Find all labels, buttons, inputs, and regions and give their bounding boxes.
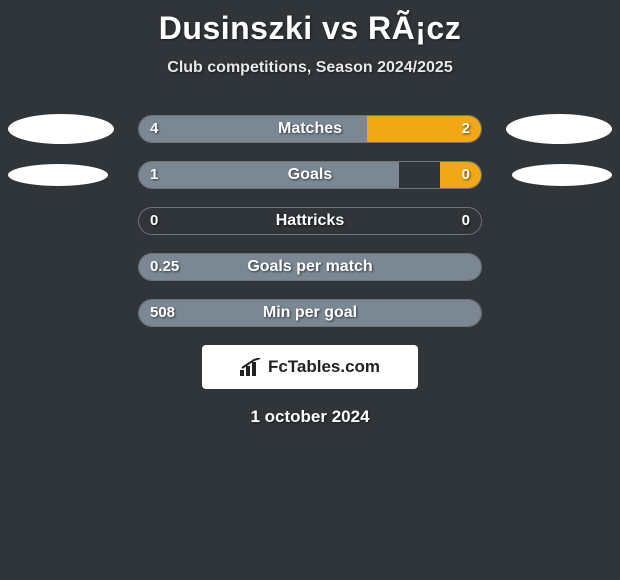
logo-text: FcTables.com — [268, 357, 380, 377]
right-marker-ellipse — [512, 164, 612, 186]
left-bar — [139, 162, 399, 188]
bar-track — [138, 161, 482, 189]
stat-row: 0.25 Goals per match — [0, 253, 620, 281]
bar-chart-icon — [240, 358, 262, 376]
right-value: 2 — [462, 115, 470, 143]
right-value: 0 — [462, 207, 470, 235]
page-title: Dusinszki vs RÃ¡cz — [0, 0, 620, 47]
right-value: 0 — [462, 161, 470, 189]
stat-row: 508 Min per goal — [0, 299, 620, 327]
left-value: 0 — [150, 207, 158, 235]
subtitle: Club competitions, Season 2024/2025 — [0, 59, 620, 77]
bar-track — [138, 299, 482, 327]
left-bar — [139, 116, 367, 142]
left-marker-ellipse — [8, 164, 108, 186]
left-bar — [139, 254, 481, 280]
date-label: 1 october 2024 — [0, 407, 620, 427]
bar-track — [138, 115, 482, 143]
stat-row: 1 Goals 0 — [0, 161, 620, 189]
site-logo[interactable]: FcTables.com — [202, 345, 418, 389]
left-value: 0.25 — [150, 253, 179, 281]
bar-track — [138, 207, 482, 235]
left-value: 1 — [150, 161, 158, 189]
comparison-chart: 4 Matches 2 1 Goals 0 0 Hattricks 0 0.25… — [0, 115, 620, 327]
left-marker-ellipse — [8, 114, 114, 144]
left-bar — [139, 300, 481, 326]
bar-track — [138, 253, 482, 281]
left-value: 4 — [150, 115, 158, 143]
stat-row: 0 Hattricks 0 — [0, 207, 620, 235]
left-value: 508 — [150, 299, 175, 327]
right-bar — [440, 162, 481, 188]
stat-row: 4 Matches 2 — [0, 115, 620, 143]
right-marker-ellipse — [506, 114, 612, 144]
